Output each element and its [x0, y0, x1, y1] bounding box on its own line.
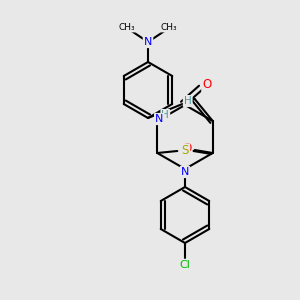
Text: CH₃: CH₃	[161, 22, 177, 32]
Text: N: N	[144, 37, 152, 47]
Text: CH₃: CH₃	[119, 22, 135, 32]
Text: O: O	[182, 142, 191, 154]
Text: S: S	[182, 145, 189, 158]
Text: N: N	[155, 114, 164, 124]
Text: H: H	[161, 110, 169, 120]
Text: Cl: Cl	[180, 260, 190, 270]
Text: O: O	[202, 79, 211, 92]
Text: H: H	[184, 96, 192, 106]
Text: N: N	[181, 167, 189, 177]
